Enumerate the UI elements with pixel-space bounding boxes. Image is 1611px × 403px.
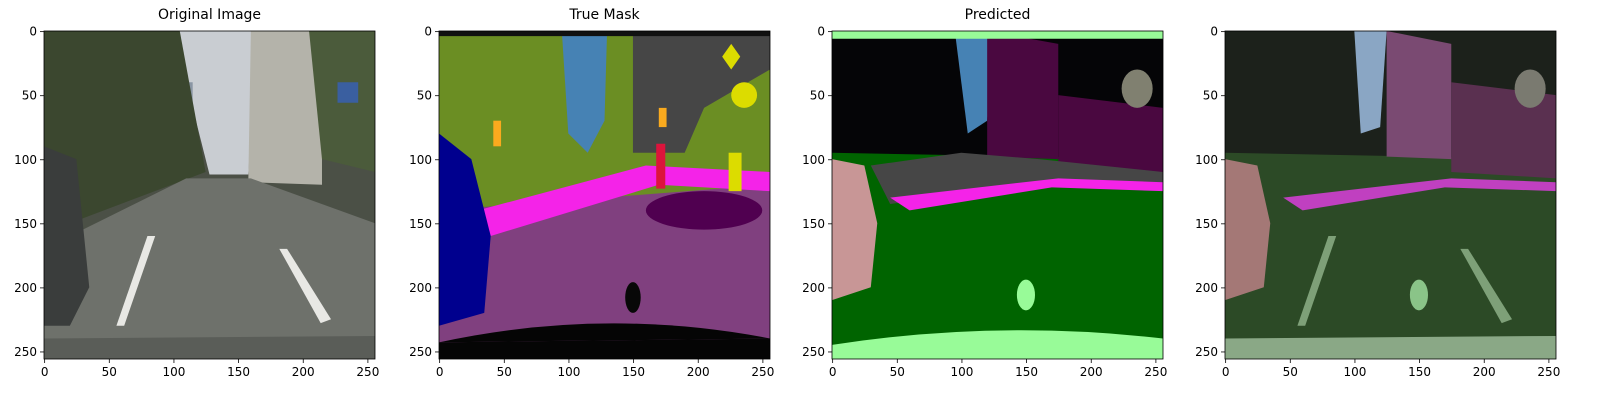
y-tick-label: 100 (1195, 153, 1218, 167)
x-tick-label: 50 (497, 365, 512, 379)
y-tick-label: 150 (802, 217, 825, 231)
x-tick-label: 0 (829, 365, 837, 379)
axes-frame (1224, 30, 1557, 360)
subplot-title: True Mask (568, 7, 640, 23)
x-tick-label: 100 (950, 365, 973, 379)
axes-frame (438, 30, 771, 360)
y-tick-label: 0 (424, 25, 432, 39)
x-tick-label: 150 (1408, 365, 1431, 379)
x-tick-label: 150 (622, 365, 645, 379)
axes-frame (43, 30, 376, 360)
x-tick-label: 250 (1537, 365, 1560, 379)
x-tick-label: 0 (1222, 365, 1230, 379)
axes-frame (831, 30, 1164, 360)
x-tick-label: 250 (356, 365, 379, 379)
x-tick-label: 200 (1080, 365, 1103, 379)
x-tick-label: 150 (227, 365, 250, 379)
x-tick-label: 50 (890, 365, 905, 379)
y-tick-label: 250 (14, 345, 37, 359)
y-tick-label: 50 (810, 89, 825, 103)
y-tick-label: 0 (1210, 25, 1218, 39)
image (832, 31, 1163, 359)
y-tick-label: 250 (1195, 345, 1218, 359)
y-tick-label: 250 (409, 345, 432, 359)
image (439, 31, 770, 359)
y-tick-label: 250 (802, 345, 825, 359)
y-tick-label: 150 (1195, 217, 1218, 231)
x-tick-label: 50 (102, 365, 117, 379)
y-tick-label: 0 (29, 25, 37, 39)
x-tick-label: 200 (292, 365, 315, 379)
x-tick-label: 100 (557, 365, 580, 379)
x-tick-label: 250 (751, 365, 774, 379)
x-tick-label: 100 (162, 365, 185, 379)
x-tick-label: 200 (1473, 365, 1496, 379)
x-tick-label: 250 (1144, 365, 1167, 379)
y-tick-label: 150 (14, 217, 37, 231)
image (44, 31, 375, 359)
x-tick-label: 0 (41, 365, 49, 379)
y-tick-label: 200 (14, 281, 37, 295)
y-tick-label: 100 (802, 153, 825, 167)
y-tick-label: 150 (409, 217, 432, 231)
subplot-title: Original Image (158, 7, 261, 23)
y-tick-label: 0 (817, 25, 825, 39)
y-tick-label: 200 (409, 281, 432, 295)
x-tick-label: 100 (1343, 365, 1366, 379)
y-tick-label: 200 (802, 281, 825, 295)
y-tick-label: 100 (14, 153, 37, 167)
y-tick-label: 50 (1203, 89, 1218, 103)
y-tick-label: 100 (409, 153, 432, 167)
x-tick-label: 0 (436, 365, 444, 379)
y-tick-label: 50 (22, 89, 37, 103)
x-tick-label: 150 (1015, 365, 1038, 379)
y-tick-label: 200 (1195, 281, 1218, 295)
x-tick-label: 50 (1283, 365, 1298, 379)
y-tick-label: 50 (417, 89, 432, 103)
image (1225, 31, 1556, 359)
x-tick-label: 200 (687, 365, 710, 379)
subplot-title: Predicted (965, 7, 1031, 23)
